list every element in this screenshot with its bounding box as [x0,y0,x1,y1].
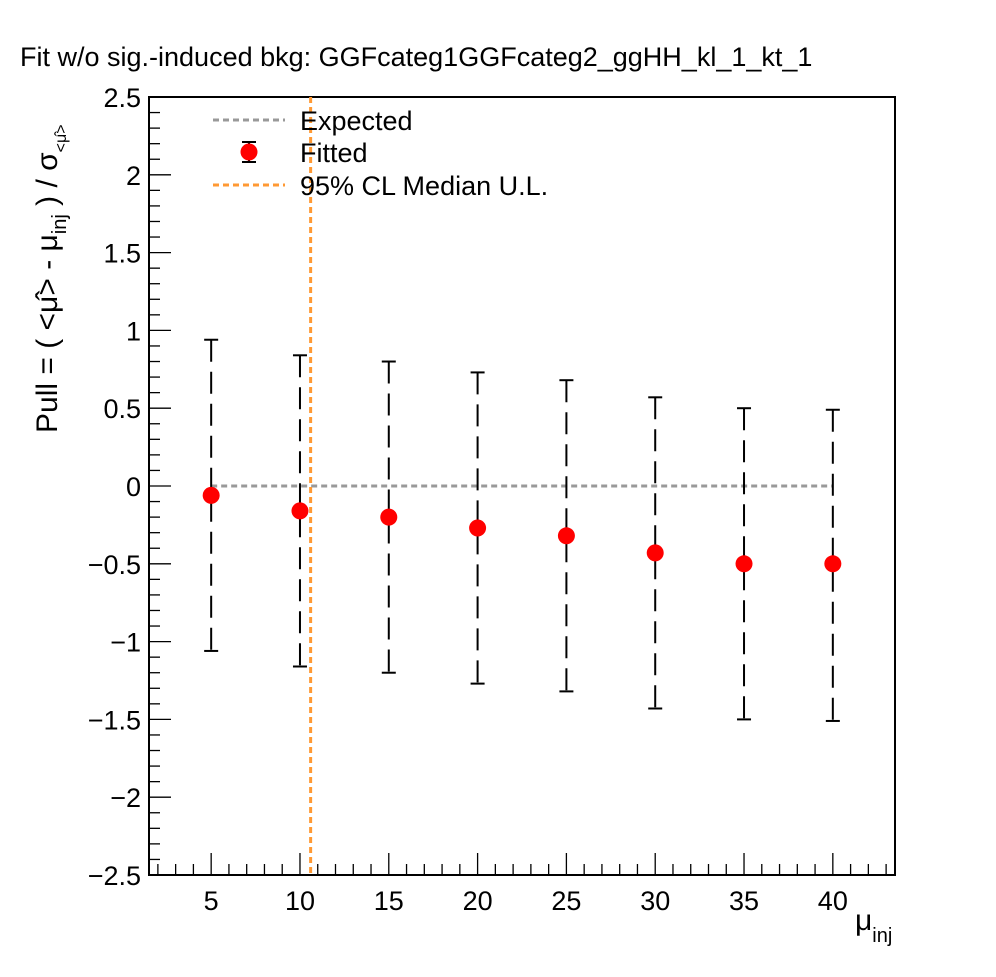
fitted-point [735,555,753,573]
y-tick-label: 1 [126,316,141,346]
y-tick-label: 0.5 [103,394,141,424]
svg-text:Pull = ( <μ̂> - μinj ) / σ<μ̂>: Pull = ( <μ̂> - μinj ) / σ<μ̂> [31,124,71,433]
y-axis-label-main: Pull = ( <μ̂> - μ [31,234,64,433]
y-axis-label-sigma-sub: <μ̂> [53,124,70,152]
x-axis-label: μinj [855,904,892,947]
y-tick-label: −2 [110,783,141,813]
legend-marker [240,143,258,161]
x-tick-label: 25 [551,886,581,916]
y-axis-label-sub: inj [49,214,71,234]
y-tick-label: −2.5 [88,861,141,891]
fitted-point [824,555,842,573]
y-tick-label: 1.5 [103,239,141,269]
x-tick-label: 40 [818,886,848,916]
y-tick-label: 2 [126,161,141,191]
fitted-point [646,544,664,562]
y-axis-label-mid: ) / σ [31,152,64,214]
x-tick-label: 5 [204,886,219,916]
x-axis-label-sub: inj [872,925,892,947]
y-tick-label: −0.5 [88,550,141,580]
chart-title: Fit w/o sig.-induced bkg: GGFcateg1GGFca… [20,42,812,72]
x-tick-label: 30 [640,886,670,916]
fitted-point [202,486,220,504]
y-tick-label: −1.5 [88,705,141,735]
fitted-point [380,508,398,526]
x-tick-label: 10 [285,886,315,916]
y-tick-label: −1 [110,628,141,658]
plot-area: −2.5 −2 −1.5 −1 −0.5 0 0.5 1 1.5 2 2.5 5 10 15 20 25 30 3… [88,83,896,916]
x-axis-label-main: μ [855,904,872,937]
y-tick-label: 2.5 [103,83,141,113]
legend-label: Expected [300,106,413,136]
fitted-point [291,502,309,520]
y-tick-label: 0 [126,472,141,502]
y-axis-label: Pull = ( <μ̂> - μinj ) / σ<μ̂> [31,124,71,433]
fitted-point [469,519,487,537]
legend-label: 95% CL Median U.L. [300,171,548,201]
fitted-point [557,527,575,545]
x-tick-label: 35 [729,886,759,916]
svg-text:μinj: μinj [855,904,892,947]
x-tick-label: 15 [374,886,404,916]
x-tick-label: 20 [463,886,493,916]
legend-label: Fitted [300,138,368,168]
